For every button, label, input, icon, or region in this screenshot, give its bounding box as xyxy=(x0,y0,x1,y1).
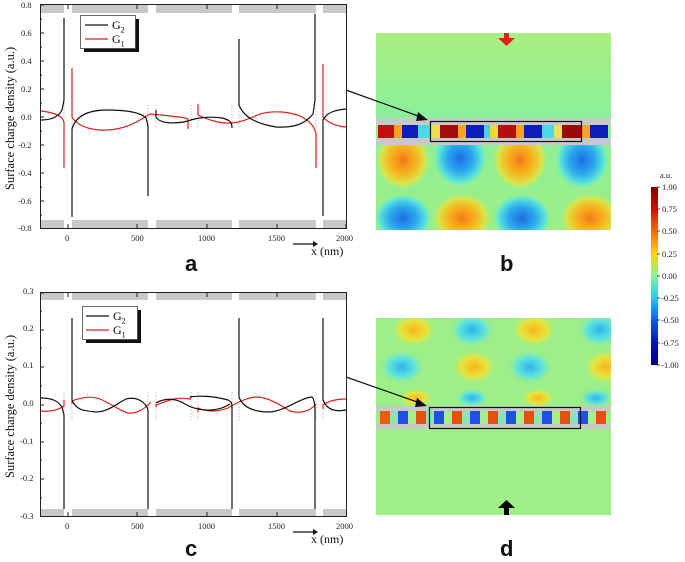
plot-a-xtick: 500 xyxy=(131,233,144,243)
grating-field-b xyxy=(378,125,608,138)
legend-sub: 2 xyxy=(121,316,126,326)
plot-a-xtick: 0 xyxy=(65,233,70,243)
plot-c-ytick: 0.3 xyxy=(23,286,34,296)
plot-c-ytick: 0.1 xyxy=(23,360,34,370)
colorbar xyxy=(651,186,660,366)
plot-a-xtick: 1500 xyxy=(268,233,285,243)
panel-label-b: b xyxy=(500,251,514,276)
plot-a-xtick: 2000 xyxy=(336,233,353,243)
plot-c-xtick: 500 xyxy=(131,521,144,531)
legend-a-g1-label: G1 xyxy=(112,32,125,48)
series-g1 xyxy=(40,64,347,168)
legend-sub: 2 xyxy=(120,25,125,35)
plot-a-ytick: 0.2 xyxy=(21,84,32,94)
plot-c-ytick: -0.1 xyxy=(20,436,34,446)
plot-a-ytick: 0.6 xyxy=(21,28,32,38)
plot-c-xtick: 1500 xyxy=(268,521,285,531)
plot-a-ytick: -0.2 xyxy=(18,140,32,150)
plot-a-ytick: 0.8 xyxy=(21,0,32,10)
incident-arrow-up-icon xyxy=(498,500,515,515)
plot-c-ytick: 0.2 xyxy=(23,323,34,333)
panel-label-c: c xyxy=(185,536,198,561)
legend-a xyxy=(80,15,139,52)
colorbar-tick: 0.75 xyxy=(662,204,677,214)
legend-text: G xyxy=(113,323,122,337)
plot-a-ytick: 0.4 xyxy=(21,56,32,66)
legend-text: G xyxy=(112,32,121,46)
colorbar-tick: -0.50 xyxy=(661,315,679,325)
panel-label-a: a xyxy=(185,251,198,276)
plot-a-xtick: 1000 xyxy=(198,233,215,243)
plot-a-ytick: 0.0 xyxy=(21,112,32,122)
legend-sub: 1 xyxy=(121,330,126,340)
plot-a-canvas xyxy=(40,4,347,247)
plot-c-ytick: 0.0 xyxy=(23,398,34,408)
legend-a-g2-label: G2 xyxy=(112,18,125,34)
colorbar-unit: a.u. xyxy=(660,170,673,180)
legend-c-g1-label: G1 xyxy=(113,323,126,339)
legend-sub: 1 xyxy=(120,39,125,49)
x-direction-arrow-icon xyxy=(293,241,318,247)
plot-c-xlabel: x (nm) xyxy=(311,532,344,546)
x-direction-arrow-icon xyxy=(293,529,318,535)
legend-c xyxy=(82,306,141,343)
pointer-arrow-b xyxy=(345,89,428,121)
plot-a-ytick: -0.4 xyxy=(18,168,32,178)
plot-c-ytick: -0.2 xyxy=(20,473,34,483)
colorbar-tick: -1.00 xyxy=(661,360,679,370)
colorbar-tick: 0.25 xyxy=(662,249,677,259)
highlight-box-b xyxy=(429,120,583,143)
plot-a-ytick: -0.6 xyxy=(18,196,32,206)
grating-field-d xyxy=(380,411,606,424)
colorbar-tick: 0.00 xyxy=(662,271,677,281)
colorbar-tick: 1.00 xyxy=(662,182,677,192)
legend-text: G xyxy=(112,18,121,32)
plot-c-ytick: -0.3 xyxy=(20,511,34,521)
plot-c-xtick: 0 xyxy=(65,521,70,531)
series-g2 xyxy=(40,14,347,217)
legend-c-g2-label: G2 xyxy=(113,309,126,325)
plot-a-ytick: -0.8 xyxy=(18,223,32,233)
plot-c-xtick: 1000 xyxy=(198,521,215,531)
pointer-arrow-d xyxy=(345,376,427,407)
incident-arrow-down-icon xyxy=(498,33,515,46)
legend-text: G xyxy=(113,309,122,323)
panel-label-d: d xyxy=(500,536,514,561)
highlight-box-d xyxy=(428,406,582,430)
colorbar-tick: -0.75 xyxy=(661,338,679,348)
plot-a-xlabel: x (nm) xyxy=(311,244,344,258)
plot-c-xtick: 2000 xyxy=(336,521,353,531)
colorbar-tick: -0.25 xyxy=(661,293,679,303)
colorbar-tick: 0.50 xyxy=(662,226,677,236)
